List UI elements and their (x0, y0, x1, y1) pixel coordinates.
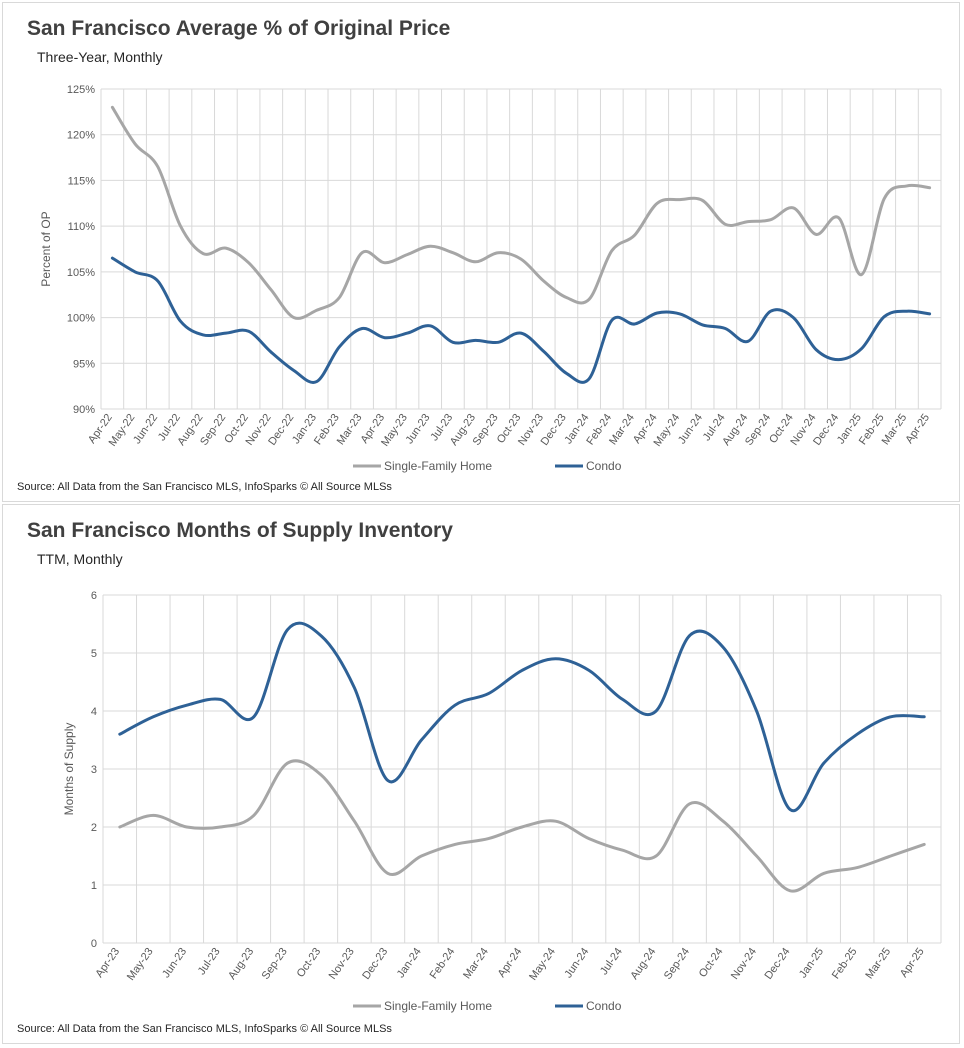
x-tick-label: Apr-24 (496, 946, 525, 980)
x-tick-label: May-23 (125, 946, 156, 983)
series-line-single-family-home (118, 759, 926, 893)
legend-label: Condo (586, 999, 622, 1013)
y-axis-label: Months of Supply (62, 723, 76, 816)
legend-label: Single-Family Home (384, 999, 492, 1013)
legend-label: Condo (586, 459, 622, 473)
y-tick-label: 110% (68, 221, 96, 233)
series-line-condo (110, 256, 932, 384)
x-tick-label: Aug-24 (628, 946, 658, 982)
x-tick-label: Dec-24 (762, 946, 792, 982)
x-tick-label: Jan-24 (395, 946, 424, 980)
x-tick-label: Feb-25 (830, 946, 860, 981)
x-tick-label: Aug-23 (226, 946, 256, 982)
x-tick-label: Apr-23 (93, 946, 122, 980)
x-tick-label: Oct-23 (295, 946, 324, 980)
chart-panel-months-of-supply: San Francisco Months of Supply Inventory… (2, 504, 960, 1044)
x-tick-label: Mar-24 (461, 946, 491, 981)
x-tick-label: May-24 (527, 946, 558, 983)
y-tick-label: 95% (73, 358, 95, 370)
x-tick-label: Sep-23 (260, 946, 290, 982)
y-tick-label: 120% (67, 130, 95, 142)
x-tick-label: Nov-24 (729, 946, 759, 982)
y-tick-label: 4 (91, 706, 97, 718)
chart-subtitle: Three-Year, Monthly (37, 49, 163, 65)
source-note: Source: All Data from the San Francisco … (17, 1023, 392, 1035)
y-tick-label: 2 (91, 822, 97, 834)
x-tick-label: Jun-24 (562, 946, 591, 980)
y-tick-label: 3 (91, 764, 97, 776)
y-tick-label: 0 (91, 938, 97, 950)
x-tick-label: Mar-25 (863, 946, 893, 981)
source-note: Source: All Data from the San Francisco … (17, 481, 392, 493)
x-tick-label: Jul-24 (598, 946, 625, 977)
y-tick-label: 5 (91, 648, 97, 660)
x-tick-label: Jun-24 (676, 412, 705, 446)
y-tick-label: 105% (67, 267, 95, 279)
x-tick-label: Jun-23 (160, 946, 189, 980)
y-tick-label: 100% (67, 313, 95, 325)
x-tick-label: Nov-23 (327, 946, 357, 982)
y-axis-label: Percent of OP (39, 211, 53, 286)
chart-title: San Francisco Average % of Original Pric… (27, 17, 451, 40)
legend-label: Single-Family Home (384, 459, 492, 473)
y-tick-label: 115% (68, 175, 96, 187)
chart-title: San Francisco Months of Supply Inventory (27, 519, 453, 542)
x-tick-label: Jan-25 (797, 946, 826, 980)
y-tick-label: 90% (73, 404, 95, 416)
x-tick-label: Apr-25 (903, 412, 932, 446)
x-tick-label: Sep-24 (662, 946, 692, 982)
x-tick-label: Oct-24 (697, 946, 726, 980)
x-tick-label: Apr-25 (898, 946, 927, 980)
x-tick-label: Jul-23 (196, 946, 223, 977)
x-tick-label: Dec-23 (360, 946, 390, 982)
chart-panel-percent-of-original-price: San Francisco Average % of Original Pric… (2, 2, 960, 502)
y-tick-label: 6 (91, 590, 97, 602)
y-tick-label: 125% (67, 84, 95, 96)
x-tick-label: Jun-23 (404, 412, 433, 446)
series-line-single-family-home (110, 105, 932, 320)
y-tick-label: 1 (91, 880, 97, 892)
line-chart-percent-of-original-price: 90%95%100%105%110%115%120%125%Apr-22May-… (39, 84, 942, 473)
x-tick-label: Feb-24 (428, 946, 458, 981)
series-line-condo (118, 621, 926, 813)
chart-subtitle: TTM, Monthly (37, 551, 123, 567)
x-tick-label: Jun-22 (131, 412, 160, 446)
